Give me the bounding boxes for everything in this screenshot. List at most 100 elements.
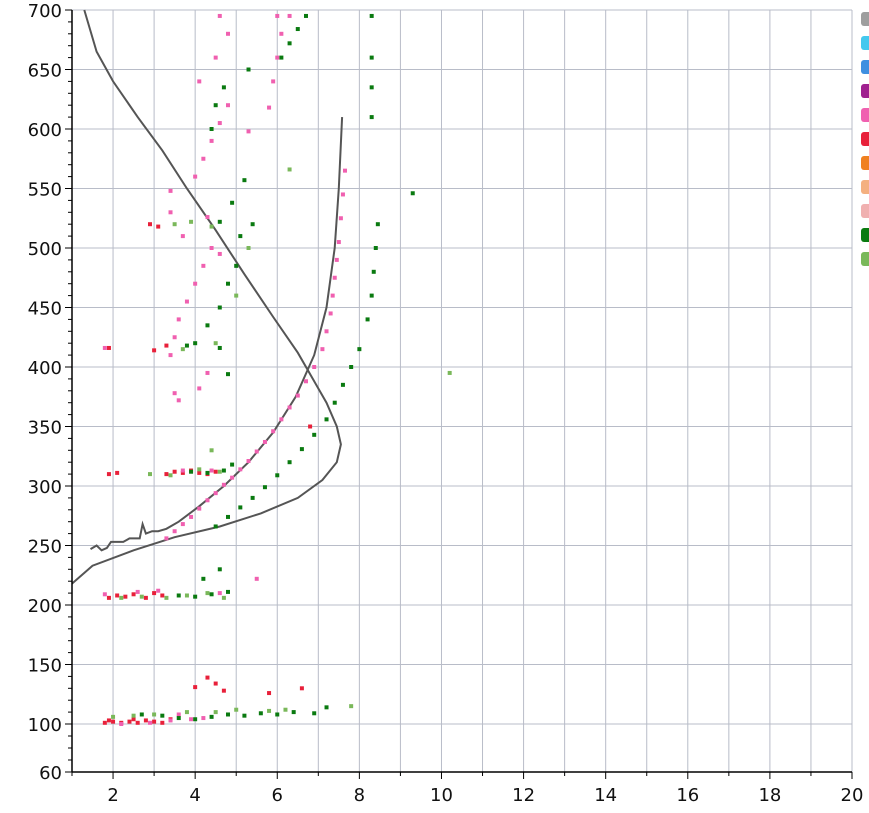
legend-swatch bbox=[861, 108, 869, 122]
data-point bbox=[205, 470, 210, 475]
tick-marks bbox=[65, 9, 853, 779]
data-point bbox=[230, 475, 235, 480]
data-point bbox=[275, 473, 280, 478]
data-point bbox=[123, 594, 128, 599]
data-point bbox=[193, 281, 198, 286]
data-point bbox=[262, 485, 267, 490]
data-point bbox=[209, 468, 214, 473]
data-point bbox=[279, 417, 284, 422]
data-point bbox=[410, 191, 415, 196]
data-point bbox=[369, 13, 374, 18]
data-point bbox=[238, 467, 243, 472]
data-point bbox=[275, 712, 280, 717]
series-line bbox=[71, 9, 342, 585]
y-tick-label: 650 bbox=[28, 61, 62, 82]
data-point bbox=[168, 210, 173, 215]
data-point bbox=[283, 707, 288, 712]
data-point bbox=[106, 718, 111, 723]
data-point bbox=[160, 720, 165, 725]
data-point bbox=[299, 447, 304, 452]
y-tick-label: 600 bbox=[28, 120, 62, 141]
data-point bbox=[375, 222, 380, 227]
data-point bbox=[184, 593, 189, 598]
data-point bbox=[205, 370, 210, 375]
data-point bbox=[217, 13, 222, 18]
data-point bbox=[148, 720, 152, 725]
data-point bbox=[172, 391, 177, 396]
data-point bbox=[447, 370, 452, 375]
data-point bbox=[295, 393, 300, 398]
data-point bbox=[365, 317, 370, 322]
data-point bbox=[357, 347, 362, 352]
data-point bbox=[193, 174, 198, 179]
x-tick-label: 6 bbox=[272, 785, 283, 806]
data-point bbox=[189, 219, 194, 224]
data-point bbox=[334, 257, 339, 262]
data-point bbox=[209, 448, 214, 453]
data-point bbox=[111, 719, 116, 724]
data-point bbox=[308, 424, 313, 429]
data-point bbox=[349, 365, 354, 369]
legend-swatch bbox=[861, 132, 869, 146]
data-point bbox=[205, 215, 210, 220]
data-point bbox=[152, 719, 157, 724]
data-point bbox=[275, 13, 280, 18]
data-point bbox=[246, 459, 251, 464]
data-point bbox=[205, 591, 210, 596]
data-point bbox=[340, 192, 345, 197]
data-point bbox=[324, 329, 329, 334]
data-point bbox=[197, 386, 202, 391]
data-point bbox=[115, 470, 120, 475]
data-point bbox=[131, 592, 136, 597]
data-point bbox=[172, 469, 177, 474]
data-point bbox=[267, 691, 272, 696]
data-point bbox=[221, 595, 226, 600]
data-point bbox=[180, 234, 185, 239]
data-point bbox=[226, 31, 230, 36]
data-point bbox=[160, 593, 165, 598]
data-point bbox=[267, 708, 272, 713]
data-point bbox=[184, 710, 189, 715]
data-point bbox=[209, 246, 214, 250]
legend-swatch bbox=[861, 180, 869, 194]
series-5 bbox=[111, 167, 452, 719]
series-layer bbox=[71, 9, 452, 726]
data-point bbox=[184, 299, 189, 304]
data-point bbox=[226, 589, 230, 594]
data-point bbox=[180, 470, 185, 475]
data-point bbox=[184, 343, 189, 348]
data-point bbox=[226, 514, 230, 519]
y-tick-label: 60 bbox=[39, 763, 62, 784]
data-point bbox=[213, 491, 218, 496]
y-tick-label: 250 bbox=[28, 537, 62, 558]
data-point bbox=[176, 716, 181, 721]
data-point bbox=[119, 595, 124, 600]
data-point bbox=[193, 341, 198, 346]
data-point bbox=[160, 713, 165, 718]
data-point bbox=[209, 127, 214, 131]
series-line bbox=[89, 117, 344, 552]
data-point bbox=[168, 188, 173, 193]
data-point bbox=[234, 293, 239, 298]
data-point bbox=[332, 400, 337, 405]
x-tick-label: 10 bbox=[430, 785, 453, 806]
data-point bbox=[304, 379, 308, 384]
data-point bbox=[193, 685, 198, 690]
data-point bbox=[217, 567, 222, 572]
data-point bbox=[139, 594, 144, 599]
data-point bbox=[291, 710, 296, 715]
data-point bbox=[205, 675, 210, 680]
data-point bbox=[213, 710, 218, 715]
x-tick-label: 8 bbox=[354, 785, 365, 806]
data-point bbox=[156, 588, 161, 593]
y-tick-label: 100 bbox=[28, 715, 62, 736]
data-point bbox=[193, 717, 198, 722]
data-point bbox=[275, 55, 280, 60]
data-point bbox=[217, 469, 222, 474]
data-point bbox=[148, 222, 152, 227]
data-point bbox=[250, 495, 255, 500]
data-point bbox=[213, 103, 218, 108]
legend-swatch bbox=[861, 252, 869, 266]
